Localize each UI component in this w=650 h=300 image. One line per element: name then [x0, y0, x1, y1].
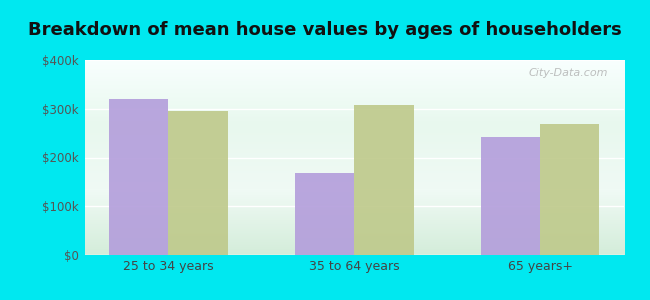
- Text: City-Data.com: City-Data.com: [528, 68, 608, 78]
- Text: Breakdown of mean house values by ages of householders: Breakdown of mean house values by ages o…: [28, 21, 622, 39]
- Bar: [295, 173, 354, 255]
- Bar: [480, 136, 540, 255]
- Bar: [540, 124, 599, 255]
- Bar: [109, 99, 168, 255]
- Bar: [168, 111, 228, 255]
- Bar: [354, 105, 413, 255]
